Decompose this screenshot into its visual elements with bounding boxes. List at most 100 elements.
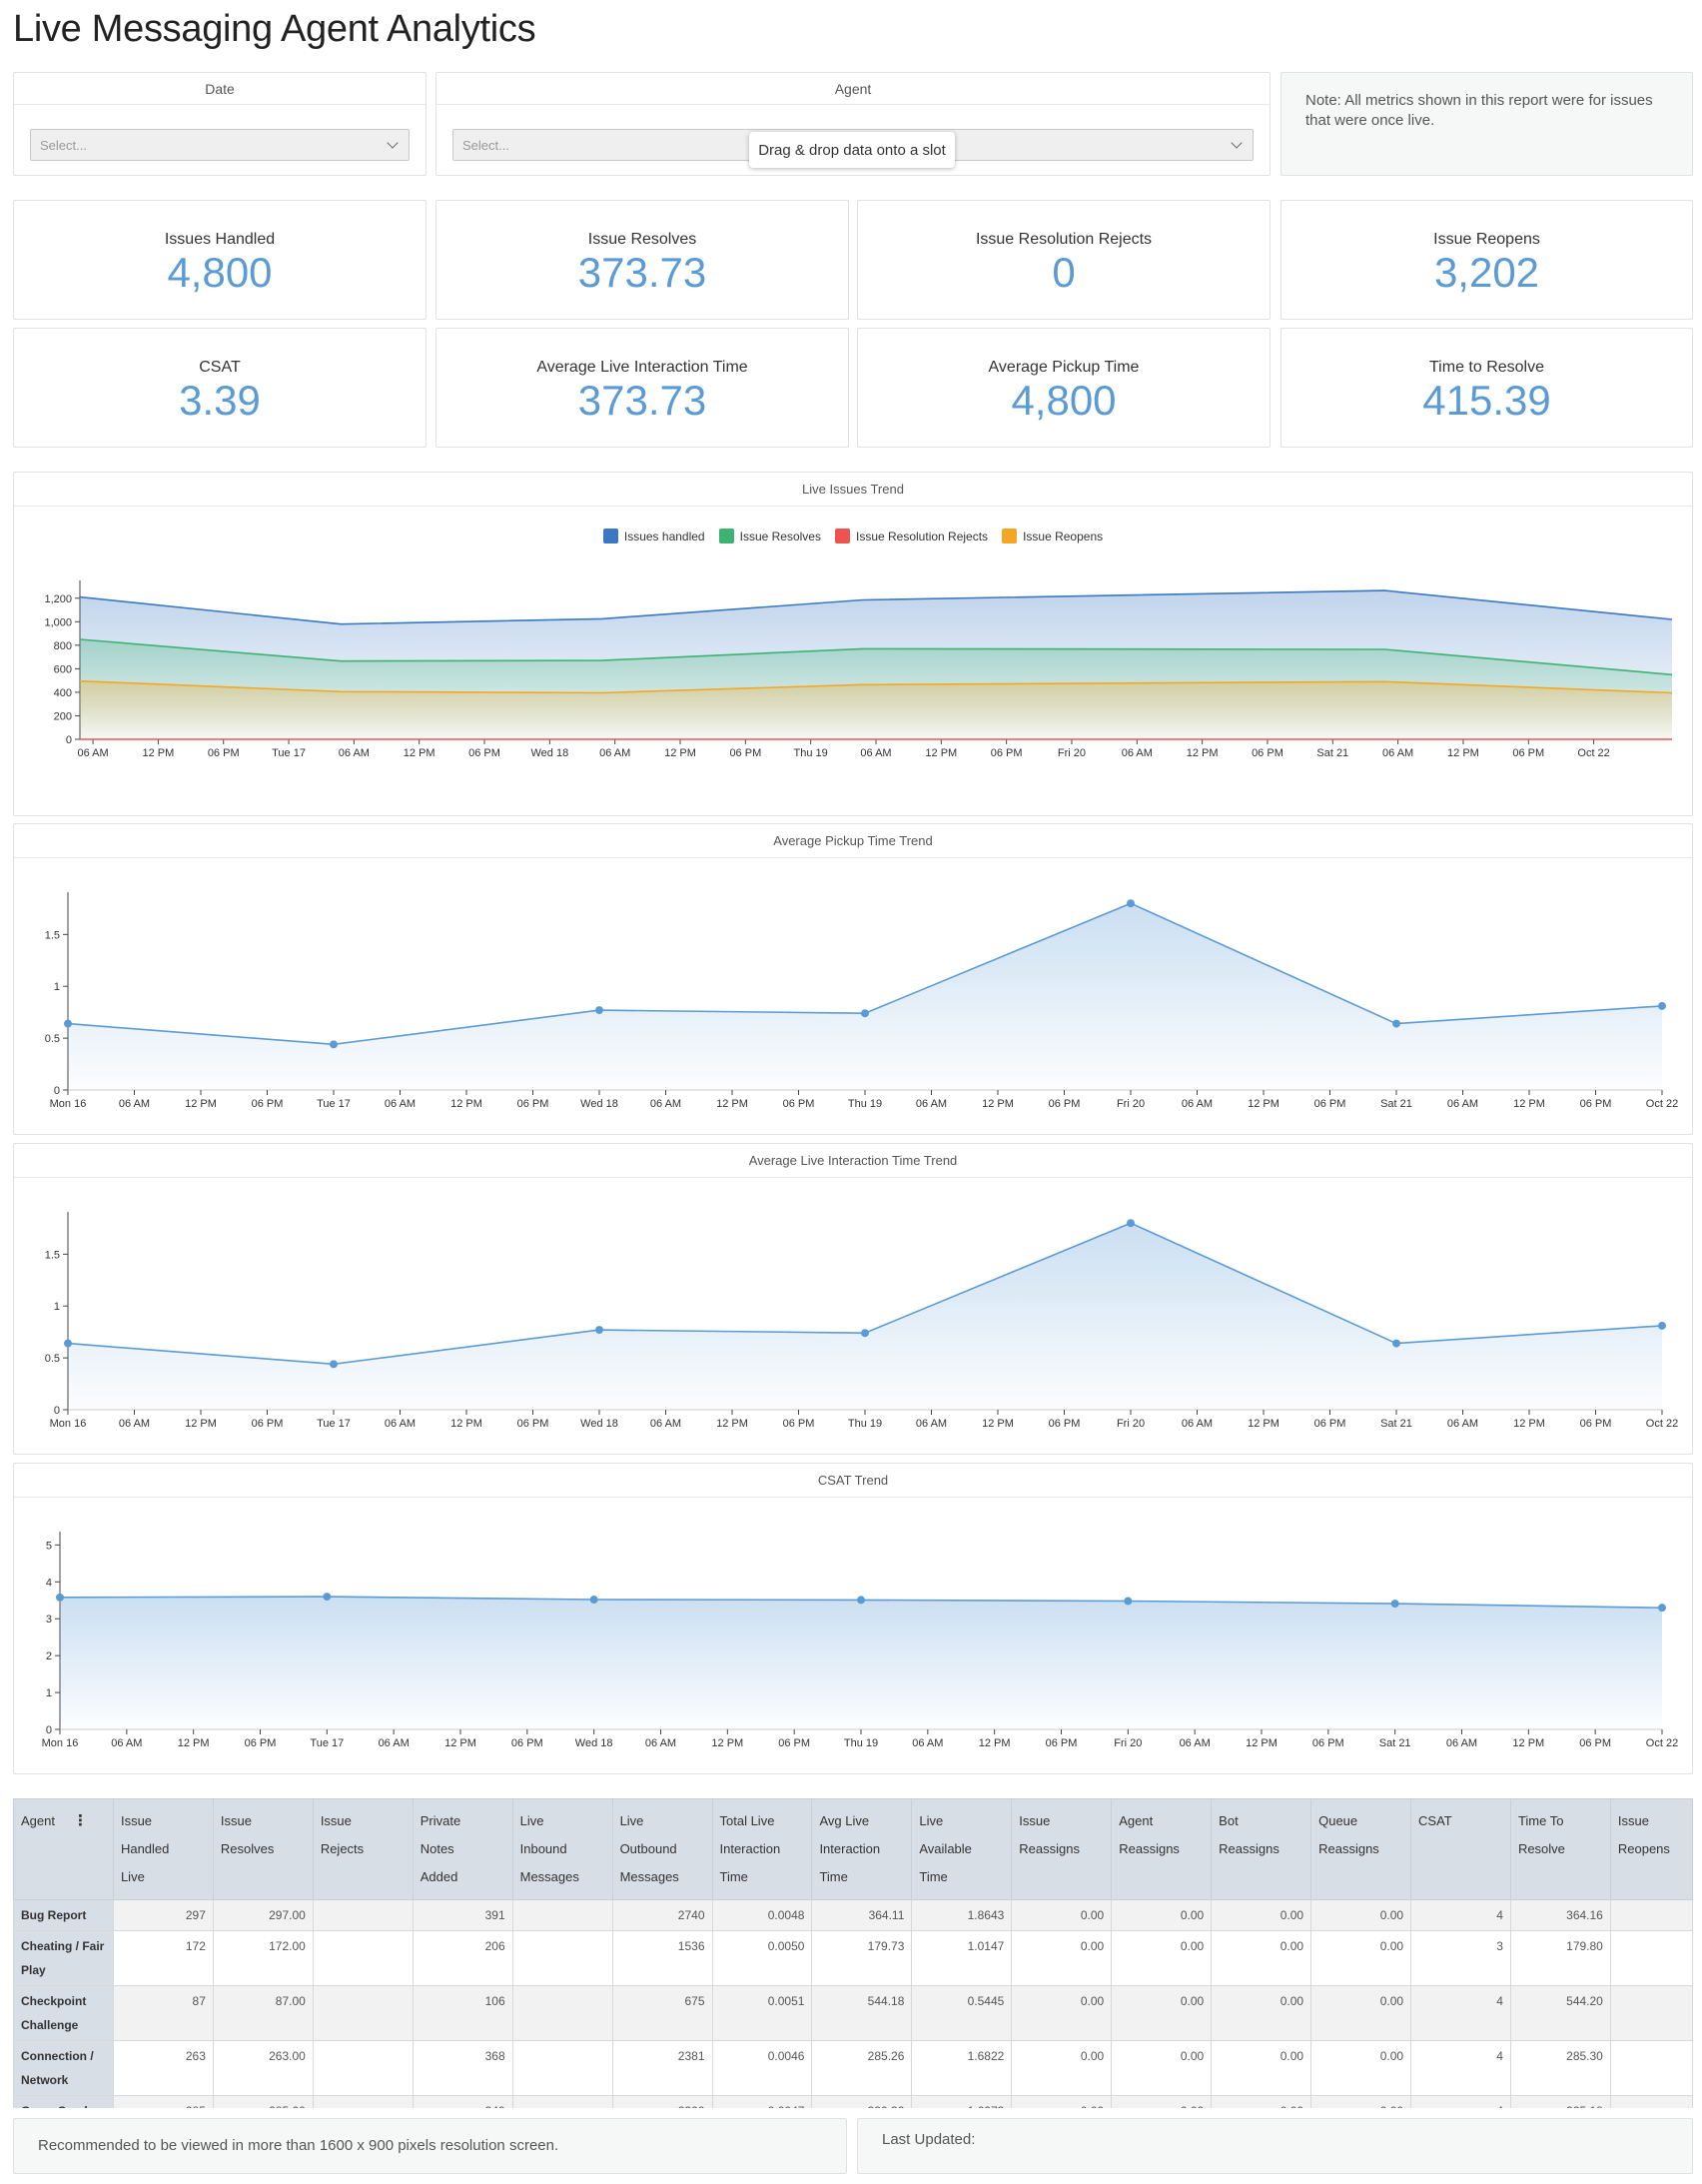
- date-select[interactable]: Select...: [30, 129, 410, 161]
- table-cell: 544.18: [811, 1985, 913, 2041]
- column-header[interactable]: Agent Reassigns: [1111, 1798, 1213, 1900]
- chart-title: Average Live Interaction Time Trend: [14, 1144, 1692, 1178]
- data-point[interactable]: [330, 1360, 338, 1369]
- column-header[interactable]: Issue Rejects: [312, 1798, 414, 1900]
- data-point[interactable]: [857, 1596, 865, 1605]
- data-point[interactable]: [1124, 1597, 1133, 1606]
- legend-label: Issue Resolves: [739, 530, 821, 544]
- y-tick-label: 200: [54, 710, 72, 722]
- agent-metrics-table-wrap[interactable]: Agent ⋮ Issue Handled Live Issue Resolves Issue…: [13, 1798, 1693, 2108]
- column-header[interactable]: Issue Reopens: [1609, 1798, 1693, 1900]
- y-tick-label: 600: [54, 663, 72, 675]
- x-tick-label: 06 PM: [1512, 747, 1544, 759]
- x-tick-label: 12 PM: [1187, 747, 1219, 759]
- agent-select-placeholder: Select...: [462, 138, 509, 153]
- data-point[interactable]: [56, 1593, 64, 1602]
- y-tick-label: 3: [46, 1614, 52, 1626]
- kpi-issue-reopens: Issue Reopens 3,202: [1280, 200, 1693, 320]
- table-row[interactable]: Checkpoint Challenge 87 87.00 106 675 0.0051 5…: [13, 1985, 1693, 2041]
- x-tick-label: 06 PM: [1312, 1737, 1344, 1749]
- data-point[interactable]: [595, 1326, 603, 1335]
- table-cell: 263: [112, 2040, 214, 2096]
- table-row[interactable]: Cheating / Fair Play 172 172.00 206 1536 0.00…: [13, 1930, 1693, 1986]
- column-header[interactable]: Issue Reassigns: [1011, 1798, 1113, 1900]
- legend-item[interactable]: Issue Reopens: [1002, 529, 1103, 544]
- kpi-label: Issue Resolves: [587, 231, 697, 248]
- x-tick-label: 12 PM: [979, 1737, 1011, 1749]
- x-tick-label: 06 AM: [650, 1098, 681, 1110]
- column-menu-icon[interactable]: ⋮: [73, 1812, 88, 1829]
- table-cell: 285: [112, 2095, 214, 2108]
- column-header[interactable]: Queue Reassigns: [1310, 1798, 1412, 1900]
- x-tick-label: 12 PM: [664, 747, 696, 759]
- data-point[interactable]: [64, 1339, 72, 1348]
- kpi-label: Average Live Interaction Time: [536, 359, 748, 376]
- column-header[interactable]: Issue Resolves: [212, 1798, 314, 1900]
- column-header-text: Live: [619, 1813, 644, 1828]
- column-header[interactable]: Live Available Time: [911, 1798, 1013, 1900]
- table-row[interactable]: Bug Report 297 297.00 391 2740 0.0048 364.11 1.…: [13, 1899, 1693, 1931]
- series-area: [80, 680, 1672, 739]
- table-cell: 0.0046: [711, 2040, 813, 2096]
- column-header[interactable]: Total Live Interaction Time: [711, 1798, 813, 1900]
- column-header[interactable]: Bot Reassigns: [1211, 1798, 1312, 1900]
- data-point[interactable]: [1658, 1001, 1666, 1010]
- data-point[interactable]: [861, 1329, 869, 1338]
- kpi-avg-pickup-time: Average Pickup Time 4,800: [857, 328, 1271, 448]
- y-tick-label: 0: [54, 1405, 60, 1417]
- data-point[interactable]: [595, 1006, 603, 1015]
- column-header[interactable]: Issue Handled Live: [112, 1798, 214, 1900]
- data-point[interactable]: [1127, 1219, 1135, 1228]
- page-title: Live Messaging Agent Analytics: [13, 8, 536, 50]
- recommendation-panel: Recommended to be viewed in more than 16…: [13, 2118, 847, 2174]
- chart-title: Average Pickup Time Trend: [14, 824, 1692, 858]
- x-tick-label: 06 AM: [379, 1737, 410, 1749]
- kpi-csat: CSAT 3.39: [13, 328, 426, 448]
- x-tick-label: 06 AM: [1180, 1737, 1211, 1749]
- y-tick-label: 0: [54, 1085, 60, 1097]
- column-header[interactable]: Private Notes Added: [412, 1798, 513, 1900]
- data-point[interactable]: [861, 1009, 869, 1018]
- data-point[interactable]: [1658, 1604, 1666, 1613]
- table-cell: 0.00: [1310, 2095, 1412, 2108]
- table-row[interactable]: Connection / Network 263 263.00 368 2381 0.00…: [13, 2040, 1693, 2096]
- column-header[interactable]: Agent ⋮: [13, 1798, 114, 1900]
- x-tick-label: Wed 18: [575, 1737, 613, 1749]
- data-point[interactable]: [323, 1593, 332, 1602]
- legend-item[interactable]: Issues handled: [602, 529, 705, 544]
- y-tick-label: 0.5: [45, 1353, 60, 1365]
- table-cell: 0.00: [1111, 1930, 1213, 1986]
- column-header[interactable]: Time To Resolve: [1509, 1798, 1611, 1900]
- data-point[interactable]: [1392, 1339, 1400, 1348]
- x-tick-label: Wed 18: [531, 747, 569, 759]
- column-header[interactable]: Live Outbound Messages: [611, 1798, 713, 1900]
- legend-item[interactable]: Issue Resolves: [718, 529, 821, 544]
- x-tick-label: 06 PM: [1049, 1098, 1081, 1110]
- column-header[interactable]: CSAT: [1410, 1798, 1511, 1900]
- table-cell: 4: [1410, 2095, 1511, 2108]
- data-point[interactable]: [589, 1596, 598, 1605]
- data-point[interactable]: [64, 1019, 72, 1028]
- data-point[interactable]: [1127, 899, 1135, 908]
- table-cell: 364.11: [811, 1899, 913, 1931]
- series-line: [79, 589, 1673, 625]
- table-cell: 0.00: [1211, 2040, 1312, 2096]
- data-point[interactable]: [1390, 1600, 1399, 1609]
- x-tick-label: 12 PM: [450, 1418, 482, 1430]
- kpi-issue-resolves: Issue Resolves 373.73: [435, 200, 849, 320]
- column-header[interactable]: Live Inbound Messages: [511, 1798, 613, 1900]
- legend-item[interactable]: Issue Resolution Rejects: [834, 529, 988, 544]
- column-header[interactable]: Avg Live Interaction Time: [811, 1798, 913, 1900]
- x-tick-label: 06 PM: [517, 1098, 549, 1110]
- data-point[interactable]: [1658, 1321, 1666, 1330]
- x-tick-label: Fri 20: [1058, 747, 1086, 759]
- x-tick-label: 06 PM: [1046, 1737, 1078, 1749]
- x-tick-label: 12 PM: [1513, 1098, 1545, 1110]
- table-cell: 285.00: [212, 2095, 314, 2108]
- table-row[interactable]: Game Crashes285285.00 349 23000.0047330.32…: [13, 2095, 1693, 2108]
- data-point[interactable]: [1392, 1019, 1400, 1028]
- table-cell: 172: [112, 1930, 214, 1986]
- x-tick-label: 12 PM: [178, 1737, 210, 1749]
- x-tick-label: 06 AM: [339, 747, 370, 759]
- data-point[interactable]: [330, 1040, 338, 1049]
